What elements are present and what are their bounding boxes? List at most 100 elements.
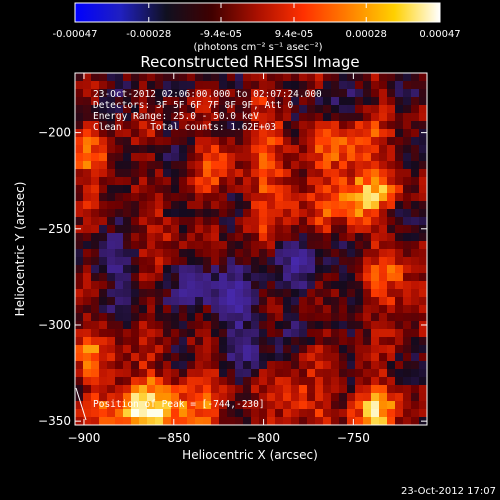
heatmap-cell	[139, 265, 147, 273]
heatmap-cell	[259, 281, 267, 289]
heatmap-cell	[395, 145, 403, 153]
heatmap-cell	[315, 169, 323, 177]
heatmap-cell	[259, 121, 267, 129]
heatmap-cell	[227, 249, 235, 257]
heatmap-cell	[115, 241, 123, 249]
heatmap-cell	[275, 377, 283, 385]
heatmap-cell	[395, 265, 403, 273]
heatmap-cell	[411, 97, 419, 105]
heatmap-cell	[123, 265, 131, 273]
heatmap-cell	[403, 89, 411, 97]
heatmap-cell	[371, 257, 379, 265]
heatmap-cell	[75, 305, 83, 313]
heatmap-cell	[219, 89, 227, 97]
heatmap-cell	[307, 321, 315, 329]
heatmap-cell	[187, 193, 195, 201]
annotation-energy-range: Energy Range: 25.0 - 50.0 keV	[93, 111, 259, 122]
heatmap-cell	[411, 265, 419, 273]
heatmap-cell	[267, 345, 275, 353]
heatmap-cell	[155, 97, 163, 105]
heatmap-cell	[163, 393, 171, 401]
heatmap-cell	[347, 313, 355, 321]
heatmap-cell	[355, 225, 363, 233]
heatmap-cell	[323, 169, 331, 177]
heatmap-cell	[275, 361, 283, 369]
heatmap-cell	[243, 265, 251, 273]
heatmap-cell	[419, 105, 427, 113]
heatmap-cell	[187, 153, 195, 161]
heatmap-cell	[107, 353, 115, 361]
heatmap-cell	[155, 273, 163, 281]
heatmap-cell	[187, 129, 195, 137]
heatmap-cell	[163, 73, 171, 81]
heatmap-cell	[91, 185, 99, 193]
heatmap-cell	[211, 281, 219, 289]
heatmap-cell	[211, 113, 219, 121]
heatmap-cell	[315, 233, 323, 241]
heatmap-cell	[363, 113, 371, 121]
heatmap-cell	[171, 113, 179, 121]
heatmap-cell	[379, 217, 387, 225]
heatmap-cell	[371, 353, 379, 361]
heatmap-cell	[235, 153, 243, 161]
heatmap-cell	[187, 369, 195, 377]
heatmap-cell	[83, 241, 91, 249]
heatmap-cell	[243, 193, 251, 201]
heatmap-cell	[307, 281, 315, 289]
heatmap-cell	[403, 393, 411, 401]
heatmap-cell	[347, 393, 355, 401]
heatmap-cell	[219, 281, 227, 289]
heatmap-cell	[259, 321, 267, 329]
heatmap-cell	[379, 273, 387, 281]
heatmap-cell	[163, 121, 171, 129]
heatmap-cell	[387, 241, 395, 249]
heatmap-cell	[155, 201, 163, 209]
heatmap-cell	[115, 361, 123, 369]
heatmap-cell	[419, 217, 427, 225]
heatmap-cell	[363, 129, 371, 137]
heatmap-cell	[363, 217, 371, 225]
heatmap-cell	[419, 281, 427, 289]
heatmap-cell	[347, 177, 355, 185]
heatmap-cell	[259, 377, 267, 385]
heatmap-cell	[387, 137, 395, 145]
heatmap-cell	[147, 161, 155, 169]
heatmap-cell	[419, 233, 427, 241]
heatmap-cell	[379, 137, 387, 145]
heatmap-cell	[419, 89, 427, 97]
heatmap-cell	[107, 113, 115, 121]
heatmap-cell	[179, 105, 187, 113]
heatmap-cell	[379, 177, 387, 185]
heatmap-cell	[211, 393, 219, 401]
heatmap-cell	[307, 265, 315, 273]
annotation-detectors: Detectors: 3F 5F 6F 7F 8F 9F, Att 0	[93, 100, 293, 111]
heatmap-cell	[187, 345, 195, 353]
heatmap-cell	[339, 377, 347, 385]
heatmap-cell	[267, 97, 275, 105]
heatmap-cell	[115, 417, 123, 425]
heatmap-cell	[403, 153, 411, 161]
heatmap-cell	[355, 353, 363, 361]
heatmap-cell	[379, 417, 387, 425]
heatmap-cell	[107, 233, 115, 241]
heatmap-cell	[347, 321, 355, 329]
heatmap-cell	[307, 249, 315, 257]
heatmap-cell	[195, 209, 203, 217]
heatmap-cell	[291, 289, 299, 297]
heatmap-cell	[283, 377, 291, 385]
heatmap-cell	[419, 337, 427, 345]
heatmap-cell	[235, 249, 243, 257]
heatmap-cell	[115, 113, 123, 121]
heatmap-cell	[403, 289, 411, 297]
heatmap-cell	[203, 377, 211, 385]
heatmap-cell	[243, 113, 251, 121]
heatmap-cell	[91, 321, 99, 329]
heatmap-cell	[91, 289, 99, 297]
heatmap-cell	[411, 233, 419, 241]
heatmap-cell	[299, 249, 307, 257]
heatmap-cell	[371, 297, 379, 305]
heatmap-cell	[395, 129, 403, 137]
heatmap-cell	[283, 105, 291, 113]
heatmap-cell	[363, 417, 371, 425]
heatmap-cell	[179, 217, 187, 225]
